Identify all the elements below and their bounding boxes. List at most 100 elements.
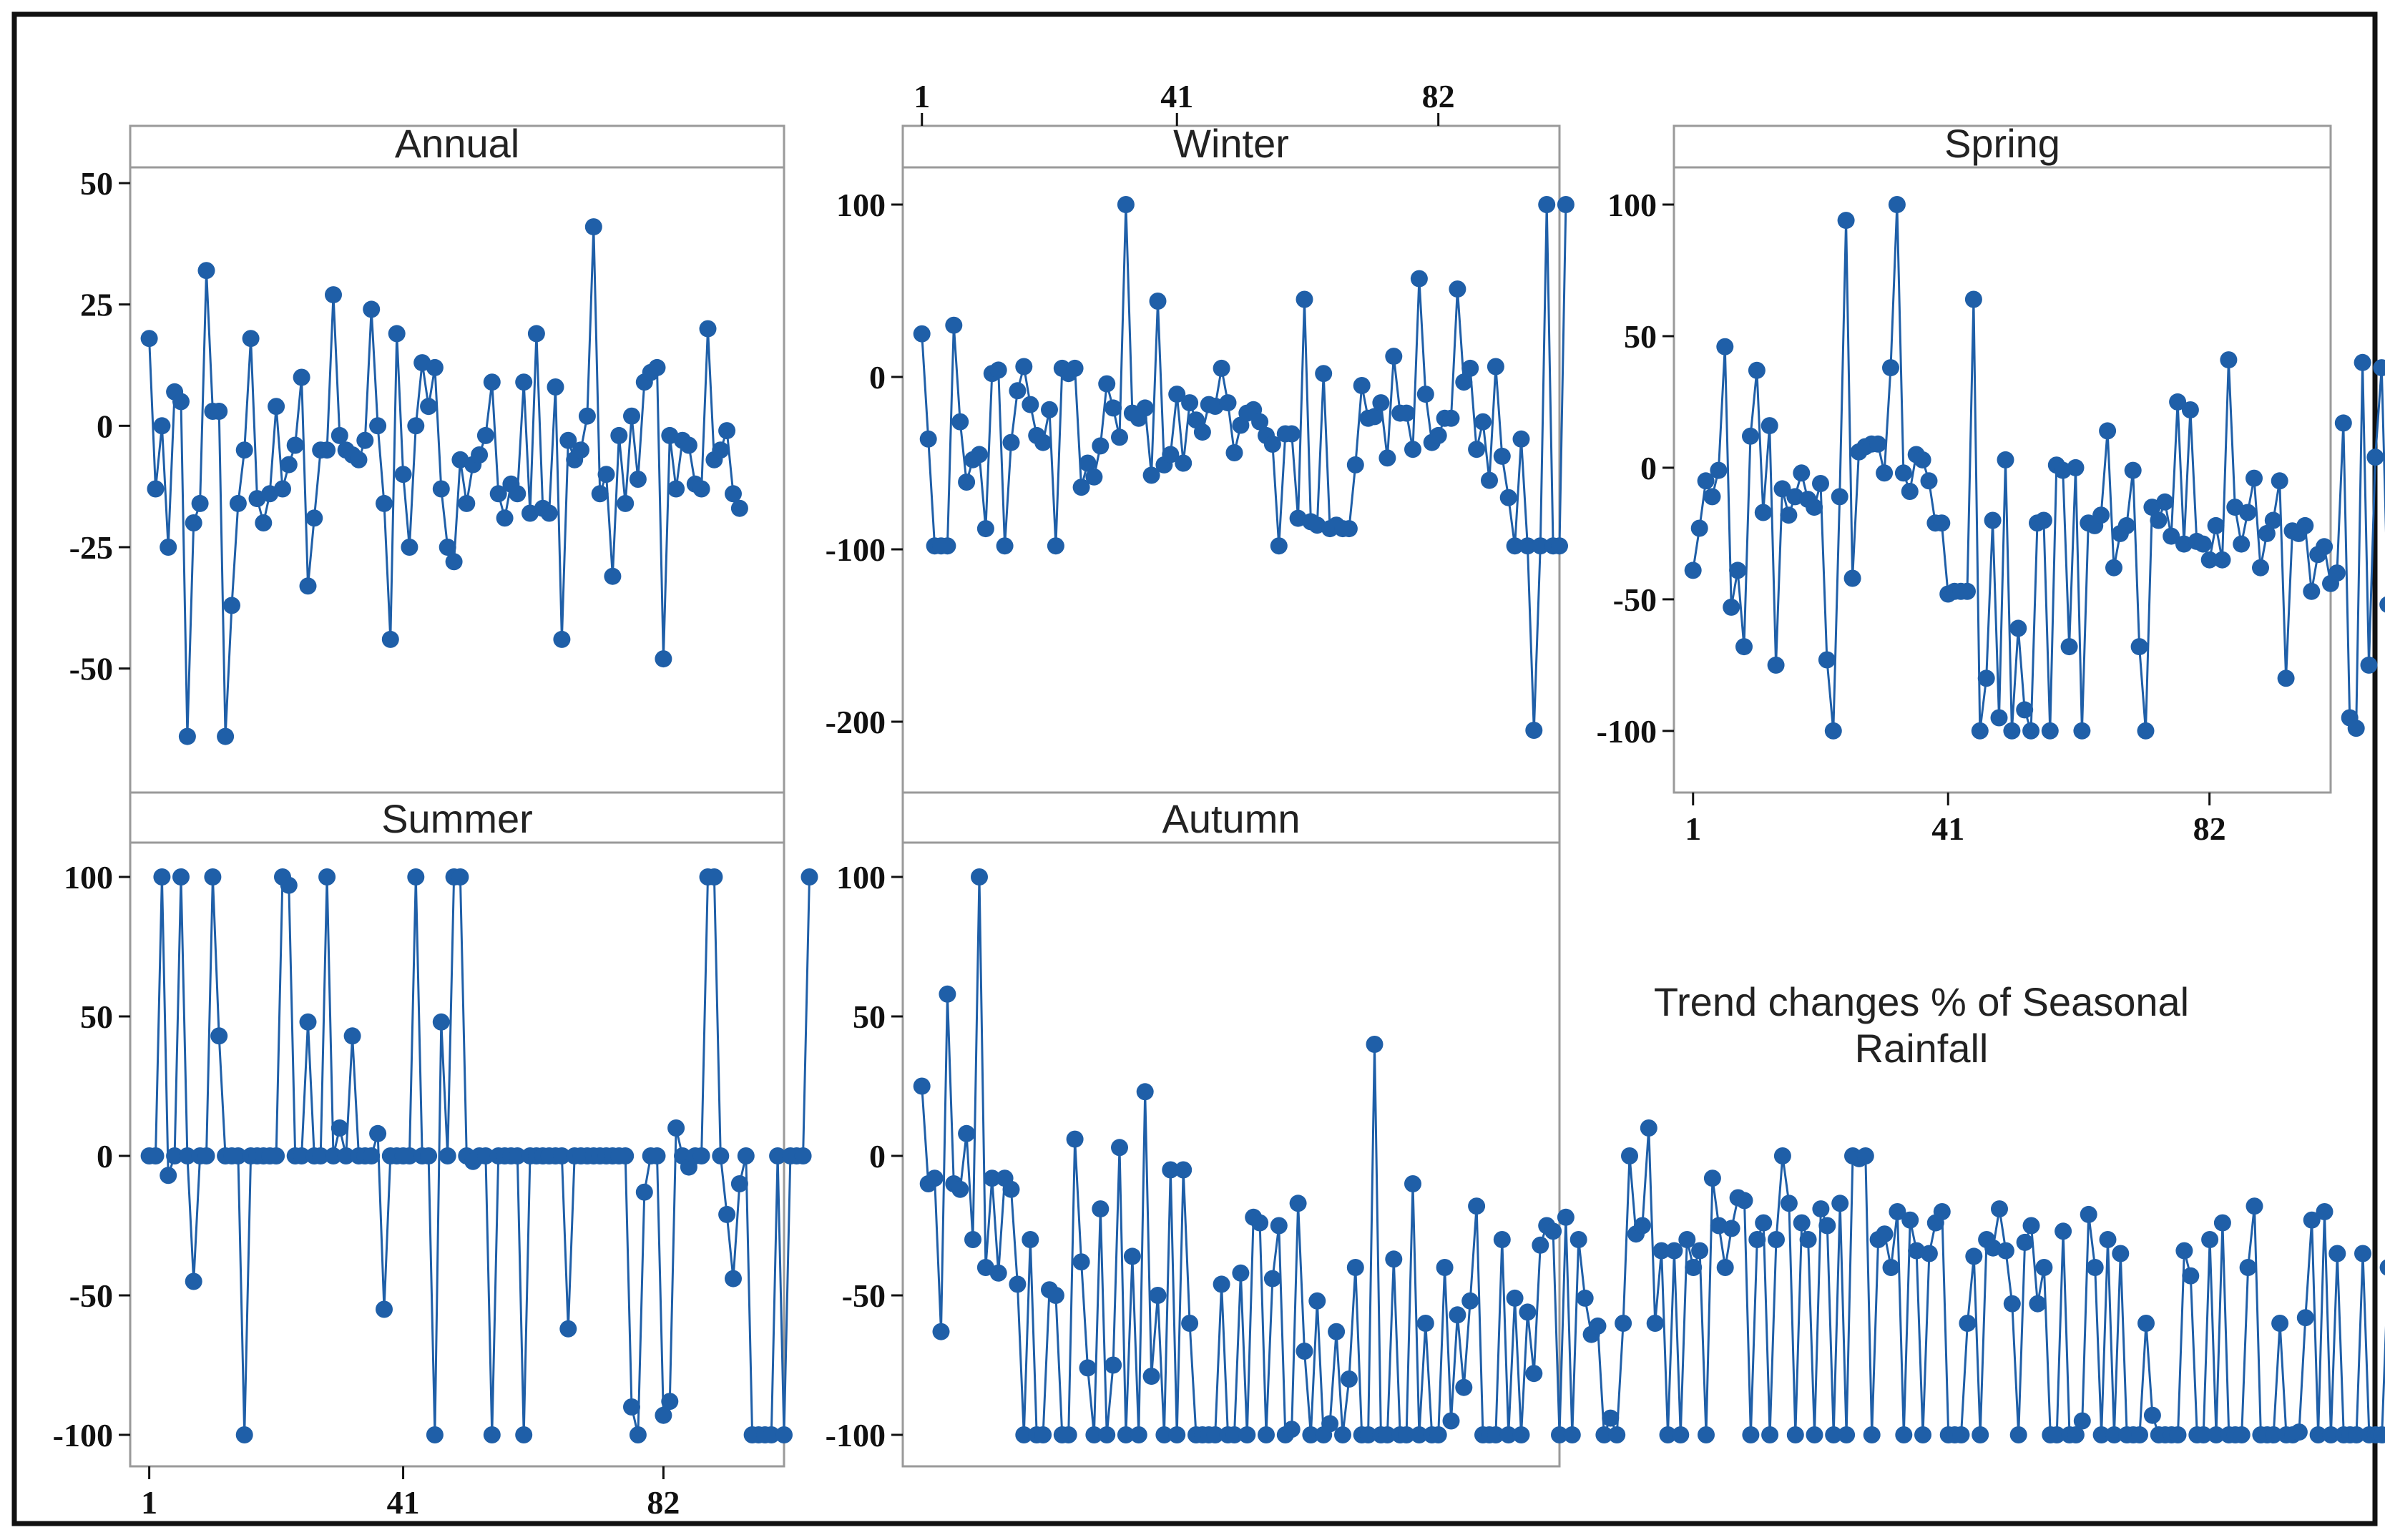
data-point-spring — [2060, 638, 2078, 656]
data-point-spring — [2181, 401, 2199, 418]
data-point-autumn — [1920, 1245, 1938, 1262]
data-point-autumn — [989, 1264, 1007, 1282]
data-point-winter — [1263, 436, 1281, 453]
data-point-autumn — [1111, 1139, 1128, 1157]
data-point-spring — [2258, 524, 2276, 542]
data-point-winter — [1034, 433, 1052, 451]
data-point-winter — [1296, 290, 1313, 308]
data-point-autumn — [2290, 1423, 2308, 1441]
data-point-winter — [1251, 413, 1269, 431]
data-point-winter — [1105, 399, 1122, 417]
data-point-spring — [2303, 582, 2321, 600]
data-point-autumn — [2105, 1426, 2123, 1443]
data-point-autumn — [1595, 1426, 1613, 1443]
data-point-autumn — [1933, 1203, 1951, 1220]
data-point-winter — [1346, 456, 1364, 474]
data-point-autumn — [1780, 1195, 1798, 1212]
panel-border-summer — [129, 791, 785, 1468]
data-point-winter — [1506, 537, 1524, 555]
x-tick-label-spring: 41 — [1931, 810, 1964, 847]
data-point-spring — [1786, 488, 1804, 506]
data-point-autumn — [1442, 1412, 1460, 1430]
data-point-annual — [420, 398, 438, 416]
data-point-annual — [515, 373, 533, 391]
data-point-autumn — [2175, 1242, 2193, 1260]
data-point-autumn — [1232, 1264, 1250, 1282]
data-point-spring — [2175, 535, 2193, 553]
data-point-spring — [1723, 598, 1740, 616]
data-point-summer — [705, 868, 723, 886]
y-tick-label-summer: 100 — [64, 859, 113, 896]
data-point-winter — [1111, 428, 1128, 446]
data-point-winter — [1525, 722, 1543, 739]
data-point-autumn — [1283, 1421, 1301, 1438]
panel-border-autumn — [901, 791, 1561, 1468]
data-point-autumn — [2137, 1315, 2155, 1332]
data-point-winter — [1372, 394, 1390, 412]
data-point-spring — [2277, 670, 2295, 687]
data-point-annual — [572, 441, 589, 459]
data-point-autumn — [1149, 1287, 1167, 1304]
data-point-winter — [1041, 401, 1058, 418]
data-point-summer — [166, 1147, 184, 1164]
data-point-autumn — [1633, 1217, 1651, 1235]
data-point-spring — [2054, 461, 2072, 479]
data-point-summer — [210, 1027, 228, 1045]
data-point-spring — [1920, 472, 1938, 490]
data-point-autumn — [1416, 1315, 1434, 1332]
data-point-annual — [274, 480, 291, 498]
data-point-winter — [1136, 399, 1154, 417]
data-point-winter — [1499, 489, 1517, 506]
data-point-autumn — [1499, 1426, 1517, 1443]
data-point-autumn — [1238, 1426, 1256, 1443]
data-point-summer — [737, 1147, 755, 1164]
data-point-summer — [648, 1147, 666, 1164]
panel-title-winter: Winter — [1173, 121, 1289, 166]
data-point-autumn — [1072, 1253, 1090, 1271]
data-point-annual — [718, 422, 736, 440]
data-point-summer — [147, 1147, 165, 1164]
data-point-autumn — [939, 985, 956, 1003]
panel-title-spring: Spring — [1944, 121, 2060, 166]
data-point-summer — [426, 1426, 444, 1443]
y-tick-label-autumn: -100 — [826, 1417, 886, 1453]
data-point-autumn — [1812, 1200, 1830, 1218]
y-tick-label-spring: 0 — [1640, 450, 1657, 486]
data-point-annual — [350, 451, 368, 469]
y-tick-label-annual: -25 — [69, 529, 113, 566]
data-point-autumn — [2143, 1406, 2161, 1424]
data-point-spring — [2067, 458, 2085, 476]
data-point-annual — [369, 417, 387, 435]
data-point-spring — [1793, 464, 1811, 482]
data-point-spring — [1806, 499, 1823, 516]
data-point-summer — [730, 1175, 748, 1192]
data-point-autumn — [932, 1323, 950, 1340]
data-point-spring — [1977, 670, 1995, 687]
data-point-summer — [343, 1027, 361, 1045]
data-point-spring — [2105, 559, 2122, 577]
data-point-spring — [1735, 638, 1753, 656]
data-point-autumn — [1398, 1426, 1416, 1443]
data-point-autumn — [1047, 1287, 1064, 1304]
data-point-spring — [1690, 519, 1708, 537]
data-point-spring — [2124, 461, 2142, 479]
y-tick-label-autumn: -50 — [842, 1277, 886, 1314]
data-point-spring — [2034, 511, 2052, 529]
data-point-winter — [996, 537, 1014, 555]
data-point-spring — [2003, 722, 2021, 740]
data-point-winter — [1002, 433, 1020, 451]
data-point-summer — [553, 1147, 571, 1164]
data-point-summer — [629, 1426, 647, 1443]
data-point-autumn — [1436, 1259, 1454, 1276]
data-point-winter — [1353, 377, 1371, 394]
data-point-summer — [763, 1426, 780, 1443]
data-point-autumn — [1952, 1426, 1970, 1443]
data-point-summer — [197, 1147, 215, 1164]
data-point-winter — [1117, 196, 1135, 213]
data-point-spring — [2220, 351, 2238, 369]
data-point-annual — [217, 727, 235, 745]
data-point-annual — [363, 300, 381, 318]
data-point-annual — [299, 577, 317, 595]
data-point-annual — [178, 727, 196, 745]
data-point-summer — [655, 1406, 672, 1424]
